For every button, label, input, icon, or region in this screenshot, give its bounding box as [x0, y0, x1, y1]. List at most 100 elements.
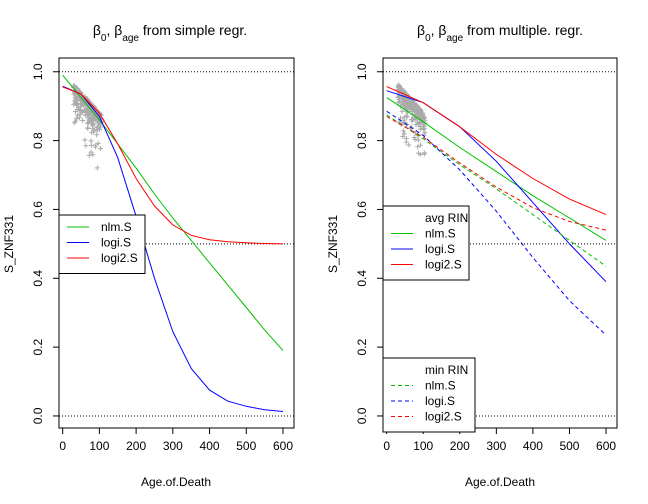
legend-box — [382, 357, 476, 433]
scatter-point — [412, 108, 418, 114]
scatter-point — [83, 143, 89, 149]
scatter-point — [417, 109, 423, 115]
scatter-point — [96, 127, 102, 133]
series-line-logi-S-dashed — [386, 110, 607, 336]
x-tick-label: 100 — [413, 439, 433, 453]
legend-label: logi2.S — [425, 258, 462, 272]
scatter-point — [71, 98, 77, 104]
legend-label: logi.S — [425, 242, 455, 256]
scatter-point — [404, 136, 410, 142]
y-tick-label: 0.2 — [355, 338, 369, 355]
chart-title: β0, βage from multiple. regr. — [417, 22, 583, 44]
title-betaage-symbol: β — [438, 22, 446, 38]
scatter-point — [87, 117, 93, 123]
scatter-point — [400, 134, 406, 140]
title-betaage-subscript: age — [122, 33, 139, 44]
scatter-point — [85, 125, 91, 131]
scatter-point — [94, 132, 100, 138]
scatter-point — [71, 120, 77, 126]
legend-label: logi.S — [101, 236, 131, 250]
scatter-point — [399, 108, 405, 114]
series-line-logi2-S — [386, 86, 607, 216]
series-line-nlm-S — [386, 97, 607, 241]
scatter-point — [78, 111, 84, 117]
scatter-point — [86, 108, 92, 114]
x-tick-label: 100 — [89, 439, 109, 453]
title-beta0-symbol: β — [93, 22, 101, 38]
title-betaage-symbol: β — [114, 22, 122, 38]
title-beta0-subscript: 0 — [425, 33, 431, 44]
series-line-nlm-S — [62, 74, 284, 351]
x-tick-label: 600 — [596, 439, 616, 453]
x-tick-label: 500 — [236, 439, 256, 453]
right-panel-multiple-regression: β0, βage from multiple. regr. Age.of.Dea… — [326, 22, 618, 489]
y-tick-label: 0.2 — [31, 338, 45, 355]
chart-title: β0, βage from simple regr. — [93, 22, 247, 44]
scatter-point — [92, 144, 98, 150]
scatter-point — [408, 117, 414, 123]
title-rest: from simple regr. — [139, 22, 247, 38]
y-tick-label: 1.0 — [355, 63, 369, 80]
series-line-nlm-S-dashed — [386, 114, 607, 267]
scatter-point — [421, 151, 427, 157]
legend-title: avg RIN — [425, 211, 468, 225]
scatter-point — [398, 115, 404, 121]
scatter-point — [404, 114, 410, 120]
x-tick-label: 200 — [450, 439, 470, 453]
scatter-point — [91, 129, 97, 135]
scatter-point — [94, 124, 100, 130]
left-panel-simple-regression: β0, βage from simple regr. Age.of.Death … — [2, 22, 295, 489]
scatter-point — [94, 165, 100, 171]
scatter-point — [77, 104, 83, 110]
scatter-point — [85, 120, 91, 126]
x-tick-label: 400 — [523, 439, 543, 453]
y-tick-label: 0.4 — [355, 270, 369, 287]
y-tick-label: 0.8 — [355, 132, 369, 149]
scatter-points — [71, 82, 104, 171]
y-tick-label: 0.6 — [355, 201, 369, 218]
scatter-point — [406, 142, 412, 148]
scatter-point — [417, 124, 423, 130]
scatter-point — [87, 111, 93, 117]
legend-label: nlm.S — [425, 379, 456, 393]
x-tick-label: 0 — [59, 439, 66, 453]
legend-box — [58, 214, 146, 274]
scatter-point — [418, 151, 424, 157]
scatter-point — [90, 152, 96, 158]
y-tick-label: 0.0 — [31, 407, 45, 424]
scatter-point — [410, 104, 416, 110]
scatter-point — [415, 137, 421, 143]
legend-label: nlm.S — [101, 220, 132, 234]
legend-label: nlm.S — [425, 227, 456, 241]
x-tick-label: 400 — [200, 439, 220, 453]
scatter-point — [73, 116, 79, 122]
scatter-point — [74, 85, 80, 91]
series-line-logi-S — [62, 85, 284, 412]
scatter-point — [88, 149, 94, 155]
scatter-point — [88, 138, 94, 144]
title-betaage-subscript: age — [446, 33, 463, 44]
scatter-point — [401, 131, 407, 137]
y-tick-label: 0.6 — [31, 201, 45, 218]
scatter-point — [85, 120, 91, 126]
x-tick-label: 200 — [126, 439, 146, 453]
scatter-point — [422, 130, 428, 136]
scatter-point — [413, 102, 419, 108]
scatter-point — [414, 119, 420, 125]
x-axis-label: Age.of.Death — [141, 475, 211, 489]
x-tick-label: 0 — [383, 439, 390, 453]
legend-box — [382, 205, 470, 281]
x-axis-label: Age.of.Death — [465, 475, 535, 489]
scatter-point — [421, 123, 427, 129]
scatter-point — [399, 96, 405, 102]
series-line-logi2-S — [62, 86, 284, 245]
scatter-point — [92, 115, 98, 121]
y-tick-label: 0.4 — [31, 270, 45, 287]
legend-label: logi2.S — [101, 251, 138, 265]
title-separator: , — [431, 22, 439, 38]
scatter-point — [415, 144, 421, 150]
series-line-logi2-S-dashed — [386, 116, 607, 231]
